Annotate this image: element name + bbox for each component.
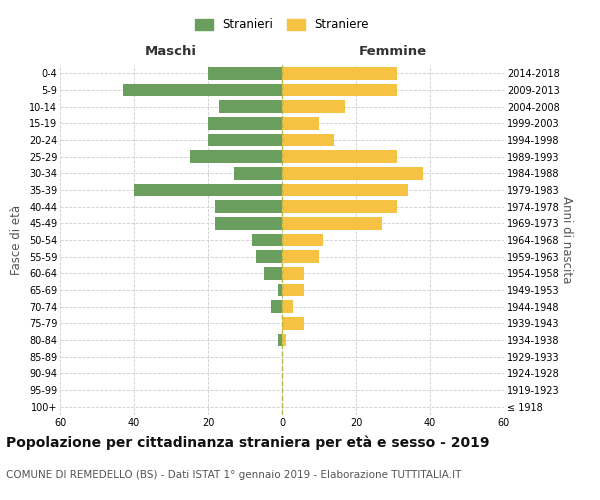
Text: Maschi: Maschi (145, 45, 197, 58)
Text: Popolazione per cittadinanza straniera per età e sesso - 2019: Popolazione per cittadinanza straniera p… (6, 435, 490, 450)
Y-axis label: Anni di nascita: Anni di nascita (560, 196, 574, 284)
Bar (256, 250, 282, 263)
Y-axis label: Fasce di età: Fasce di età (10, 205, 23, 275)
Text: Femmine: Femmine (359, 45, 427, 58)
Bar (282, 200, 397, 213)
Bar (282, 334, 286, 346)
Bar (282, 84, 397, 96)
Bar (215, 200, 282, 213)
Bar (282, 217, 382, 230)
Bar (282, 150, 397, 163)
Bar (282, 134, 334, 146)
Bar (282, 234, 323, 246)
Bar (208, 67, 282, 80)
Bar (134, 184, 282, 196)
Bar (282, 284, 304, 296)
Bar (278, 334, 282, 346)
Bar (208, 117, 282, 130)
Bar (282, 184, 408, 196)
Bar (282, 167, 422, 179)
Bar (282, 250, 319, 263)
Bar (215, 217, 282, 230)
Legend: Stranieri, Straniere: Stranieri, Straniere (191, 15, 373, 35)
Bar (263, 267, 282, 280)
Bar (123, 84, 282, 96)
Bar (282, 117, 319, 130)
Bar (278, 284, 282, 296)
Bar (282, 300, 293, 313)
Bar (219, 100, 282, 113)
Bar (208, 134, 282, 146)
Bar (253, 234, 282, 246)
Bar (190, 150, 282, 163)
Bar (282, 317, 304, 330)
Bar (282, 67, 397, 80)
Bar (282, 267, 304, 280)
Text: COMUNE DI REMEDELLO (BS) - Dati ISTAT 1° gennaio 2019 - Elaborazione TUTTITALIA.: COMUNE DI REMEDELLO (BS) - Dati ISTAT 1°… (6, 470, 461, 480)
Bar (282, 100, 345, 113)
Bar (271, 300, 282, 313)
Bar (234, 167, 282, 179)
